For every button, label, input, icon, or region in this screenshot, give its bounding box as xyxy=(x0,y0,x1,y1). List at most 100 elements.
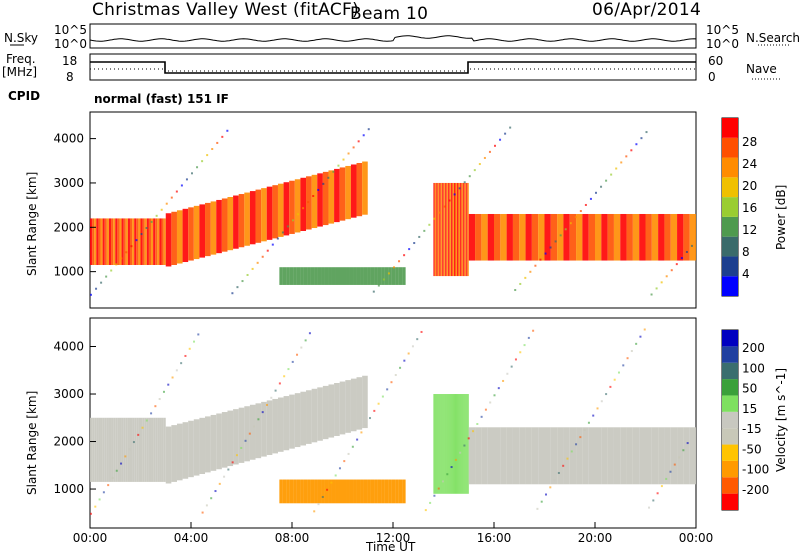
power-late-band-cell xyxy=(645,213,652,261)
velocity-speckle xyxy=(493,394,496,397)
power-descending-band-cell xyxy=(440,182,442,277)
power-rising-band-cell xyxy=(345,165,351,220)
power-speckle xyxy=(105,275,108,278)
velocity-ground-scatter-early-cell xyxy=(134,417,137,482)
power-ytick-label: 3000 xyxy=(53,176,84,190)
nave-tick-low: 0 xyxy=(708,70,716,84)
velocity-ground-scatter-early-cell xyxy=(163,417,166,482)
power-panel-frame xyxy=(89,111,697,309)
velocity-speckle xyxy=(98,498,101,501)
power-speckle xyxy=(589,197,592,200)
date-title: 06/Apr/2014 xyxy=(592,0,702,20)
velocity-speckle xyxy=(502,379,505,382)
power-colorbar-swatch xyxy=(722,236,738,257)
power-speckle xyxy=(286,225,289,228)
power-rising-band-cell xyxy=(300,177,307,231)
velocity-ground-scatter-late-cell xyxy=(487,427,494,485)
power-speckle xyxy=(180,184,183,187)
velocity-negative-low-band-cell xyxy=(321,479,325,504)
power-speckle xyxy=(418,235,421,238)
velocity-positive-descending-cell xyxy=(456,394,458,494)
velocity-speckle xyxy=(274,389,277,392)
power-descending-band-cell xyxy=(445,182,447,277)
power-descending-band-cell xyxy=(446,182,448,277)
velocity-negative-low-band-cell xyxy=(286,479,290,504)
velocity-speckle xyxy=(523,344,526,347)
power-speckle xyxy=(367,128,370,131)
power-speckle xyxy=(660,281,663,284)
velocity-positive-descending-cell xyxy=(454,394,456,494)
power-descending-band-cell xyxy=(439,182,441,277)
velocity-speckle xyxy=(240,446,243,449)
power-low-band-cell xyxy=(398,267,403,285)
axes-layer: 4000 4000 3000 3000 2000 2000 1000 1000 00:00 04:… xyxy=(53,118,769,545)
power-speckle xyxy=(231,292,234,295)
velocity-speckle xyxy=(356,438,359,441)
velocity-ground-scatter-late-cell xyxy=(500,427,507,485)
velocity-ground-scatter-early-cell xyxy=(121,417,124,482)
power-late-band-cell xyxy=(468,213,476,261)
nsky-tick-high: 10^5 xyxy=(54,23,87,37)
velocity-colorbar-swatch xyxy=(722,362,738,380)
velocity-ground-scatter-early-cell xyxy=(104,417,107,482)
power-descending-band-cell xyxy=(437,182,439,277)
velocity-speckle xyxy=(643,328,646,331)
velocity-colorbar-swatch xyxy=(722,346,738,363)
velocity-negative-low-band-cell xyxy=(296,479,301,504)
velocity-positive-descending-cell xyxy=(462,394,464,494)
power-low-band-cell xyxy=(353,267,357,285)
velocity-ground-scatter-late-cell xyxy=(632,427,640,485)
velocity-speckle xyxy=(386,388,389,391)
power-late-band-cell xyxy=(683,213,690,261)
power-early-band-cell xyxy=(102,218,105,265)
power-speckle xyxy=(115,263,118,266)
velocity-negative-low-band-cell xyxy=(384,479,389,504)
velocity-colorbar-swatch xyxy=(722,428,738,445)
xtick-label: 12:00 xyxy=(376,531,411,545)
power-speckle xyxy=(90,293,92,296)
velocity-speckle xyxy=(360,431,363,434)
velocity-ground-scatter-rising-cell xyxy=(356,377,363,430)
velocity-ground-scatter-late-cell xyxy=(525,427,532,485)
velocity-positive-descending-cell xyxy=(437,394,439,494)
power-speckle xyxy=(196,166,199,169)
velocity-speckle xyxy=(648,506,651,509)
velocity-ground-scatter-early-cell xyxy=(159,417,162,482)
velocity-speckle xyxy=(403,359,406,362)
power-colorbar-swatch xyxy=(722,256,738,277)
velocity-ground-scatter-rising-cell xyxy=(311,388,318,443)
power-colorbar-swatch xyxy=(722,177,738,198)
velocity-speckle xyxy=(141,426,144,429)
velocity-speckle xyxy=(411,345,414,348)
velocity-colorbar-swatch xyxy=(722,444,738,461)
velocity-speckle xyxy=(656,492,659,495)
velocity-ground-scatter-rising-cell xyxy=(205,416,211,473)
power-speckle xyxy=(256,261,259,264)
power-early-band-cell xyxy=(125,218,128,265)
velocity-positive-descending-cell xyxy=(445,394,447,494)
power-early-band-cell xyxy=(108,218,112,265)
velocity-ground-scatter-early-cell xyxy=(113,417,116,482)
power-rising-band-cell xyxy=(188,207,194,261)
velocity-ground-scatter-late-cell xyxy=(683,427,690,485)
velocity-negative-low-band-cell xyxy=(300,479,304,504)
power-speckle xyxy=(680,257,683,260)
power-speckle xyxy=(337,164,340,167)
velocity-speckle xyxy=(253,425,256,428)
power-speckle xyxy=(125,251,128,254)
power-colorbar-tick: 12 xyxy=(742,223,757,237)
velocity-speckle xyxy=(334,474,337,477)
velocity-ground-scatter-early-cell xyxy=(96,417,99,482)
power-ytick-label: 4000 xyxy=(53,132,84,146)
velocity-colorbar-tick: -100 xyxy=(742,463,769,477)
velocity-ground-scatter-early-cell xyxy=(111,417,114,482)
velocity-ytick-label: 1000 xyxy=(53,482,84,496)
velocity-speckle xyxy=(244,439,247,442)
velocity-negative-low-band-cell xyxy=(398,479,403,504)
velocity-speckle xyxy=(519,351,522,354)
power-early-band-cell xyxy=(94,218,97,265)
power-speckle xyxy=(185,178,188,181)
power-descending-band-cell xyxy=(458,182,460,277)
power-early-band-cell xyxy=(148,218,152,265)
velocity-negative-low-band-cell xyxy=(317,479,322,504)
